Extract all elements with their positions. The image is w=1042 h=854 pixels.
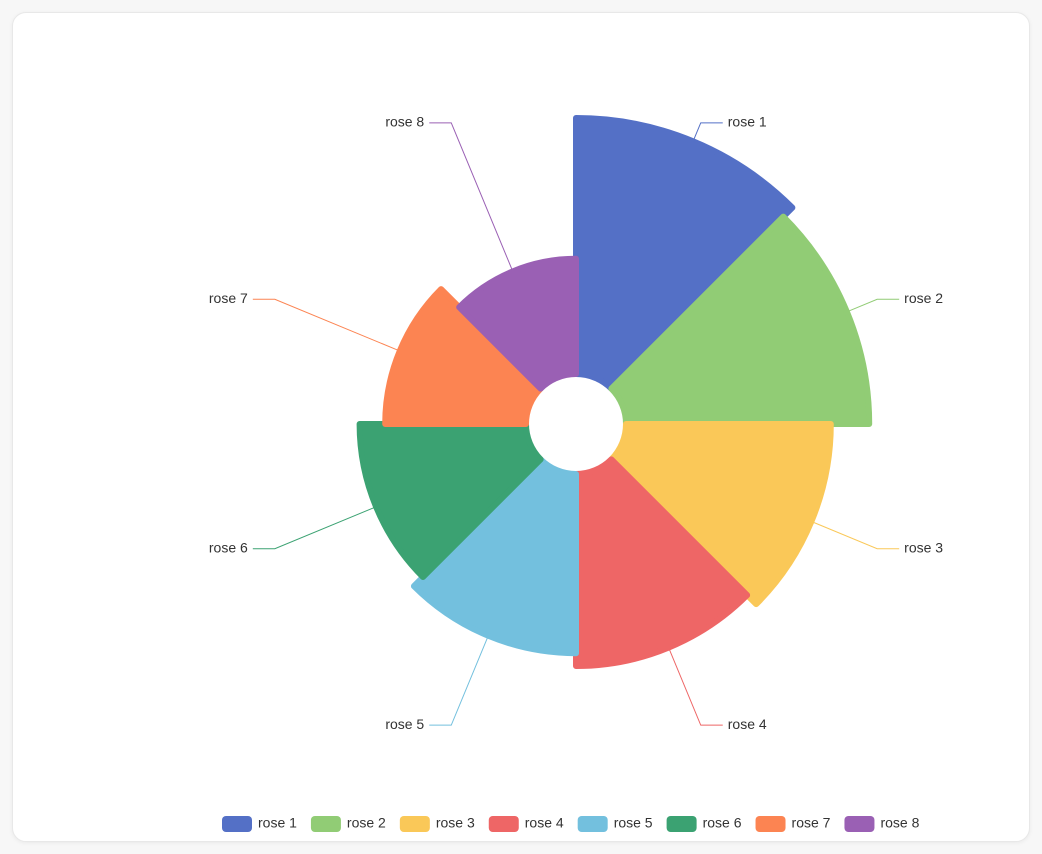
sector-label: rose 3 bbox=[904, 539, 943, 555]
label-line bbox=[252, 507, 375, 550]
legend-swatch[interactable] bbox=[755, 816, 786, 832]
label-line bbox=[693, 122, 723, 140]
sector-label: rose 5 bbox=[385, 716, 424, 732]
label-line bbox=[252, 298, 399, 351]
legend-swatch[interactable] bbox=[310, 816, 341, 832]
legend-swatch[interactable] bbox=[666, 816, 697, 832]
label-line bbox=[848, 298, 900, 312]
sector-label: rose 2 bbox=[904, 290, 943, 306]
sector-label: rose 7 bbox=[209, 290, 248, 306]
label-line bbox=[813, 521, 900, 550]
rose-sector[interactable] bbox=[410, 456, 579, 657]
rose-sector[interactable] bbox=[573, 456, 751, 669]
rose-sector[interactable] bbox=[573, 115, 796, 392]
rose-sector[interactable] bbox=[356, 421, 544, 581]
legend-label[interactable]: rose 7 bbox=[792, 815, 831, 831]
label-line bbox=[429, 122, 513, 270]
legend-label[interactable]: rose 2 bbox=[347, 815, 386, 831]
rose-sector[interactable] bbox=[382, 286, 544, 427]
sector-label: rose 6 bbox=[209, 539, 248, 555]
label-line bbox=[668, 649, 723, 726]
legend-swatch[interactable] bbox=[488, 816, 519, 832]
sector-label: rose 1 bbox=[728, 114, 767, 130]
legend-swatch[interactable] bbox=[844, 816, 875, 832]
legend-label[interactable]: rose 1 bbox=[258, 815, 297, 831]
rose-sector[interactable] bbox=[456, 255, 579, 392]
legend-label[interactable]: rose 8 bbox=[880, 815, 919, 831]
legend-label[interactable]: rose 6 bbox=[703, 815, 742, 831]
legend-label[interactable]: rose 4 bbox=[525, 815, 564, 831]
legend-label[interactable]: rose 3 bbox=[436, 815, 475, 831]
rose-sector[interactable] bbox=[608, 421, 834, 608]
legend-swatch[interactable] bbox=[577, 816, 608, 832]
legend-swatch[interactable] bbox=[399, 816, 430, 832]
legend-label[interactable]: rose 5 bbox=[614, 815, 653, 831]
rose-sector[interactable] bbox=[608, 213, 873, 427]
label-line bbox=[429, 637, 488, 726]
legend-swatch[interactable] bbox=[222, 816, 252, 832]
sector-label: rose 4 bbox=[728, 716, 767, 732]
sector-label: rose 8 bbox=[385, 114, 424, 130]
